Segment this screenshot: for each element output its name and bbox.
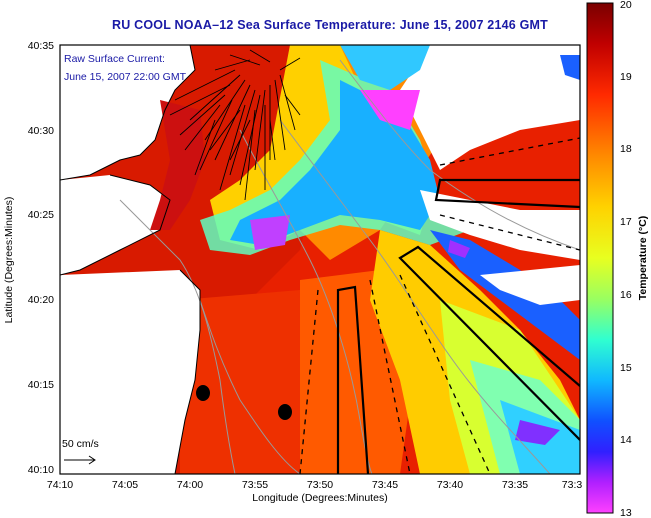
x-tick: 74:05 (112, 479, 138, 491)
colorbar-tick: 13 (620, 507, 632, 518)
inset-label-line2: June 15, 2007 22:00 GMT (64, 71, 187, 83)
colorbar-tick: 20 (620, 0, 632, 11)
y-tick: 40:20 (28, 294, 54, 306)
x-tick: 74:10 (47, 479, 73, 491)
x-tick: 73:40 (437, 479, 463, 491)
x-axis-ticks: 74:10 74:05 74:00 73:55 73:50 73:45 73:4… (47, 479, 583, 491)
sst-field (60, 45, 580, 474)
x-tick: 74:00 (177, 479, 203, 491)
station-dot-2 (278, 404, 292, 420)
y-tick: 40:25 (28, 209, 54, 221)
station-dot-1 (196, 385, 210, 401)
inset-label-line1: Raw Surface Current: (64, 53, 165, 65)
y-axis-ticks: 40:35 40:30 40:25 40:20 40:15 40:10 (28, 40, 54, 476)
plot-frame (59, 44, 581, 475)
y-tick: 40:30 (28, 125, 54, 137)
colorbar-tick: 19 (620, 71, 632, 83)
colorbar-tick: 15 (620, 362, 632, 374)
colorbar-tick: 16 (620, 289, 632, 301)
colorbar-tick: 14 (620, 434, 632, 446)
colorbar-tick: 18 (620, 143, 632, 155)
y-axis-label: Latitude (Degrees:Minutes) (3, 197, 15, 324)
surface-current-vectors (169, 49, 301, 201)
x-tick: 73:35 (502, 479, 528, 491)
y-tick: 40:10 (28, 464, 54, 476)
x-tick: 73:50 (307, 479, 333, 491)
colorbar-tick: 17 (620, 216, 632, 228)
x-tick: 73:3 (562, 479, 583, 491)
x-tick: 73:45 (372, 479, 398, 491)
colorbar-label: Temperature (°C) (637, 216, 649, 301)
colorbar (586, 2, 614, 514)
scale-label: 50 cm/s (62, 438, 99, 450)
survey-boxes (336, 178, 580, 474)
map-title: RU COOL NOAA–12 Sea Surface Temperature:… (112, 18, 548, 32)
x-tick: 73:55 (242, 479, 268, 491)
y-tick: 40:15 (28, 379, 54, 391)
y-tick: 40:35 (28, 40, 54, 52)
x-axis-label: Longitude (Degrees:Minutes) (252, 492, 387, 504)
colorbar-ticks: 20 19 18 17 16 15 14 13 (620, 0, 632, 518)
